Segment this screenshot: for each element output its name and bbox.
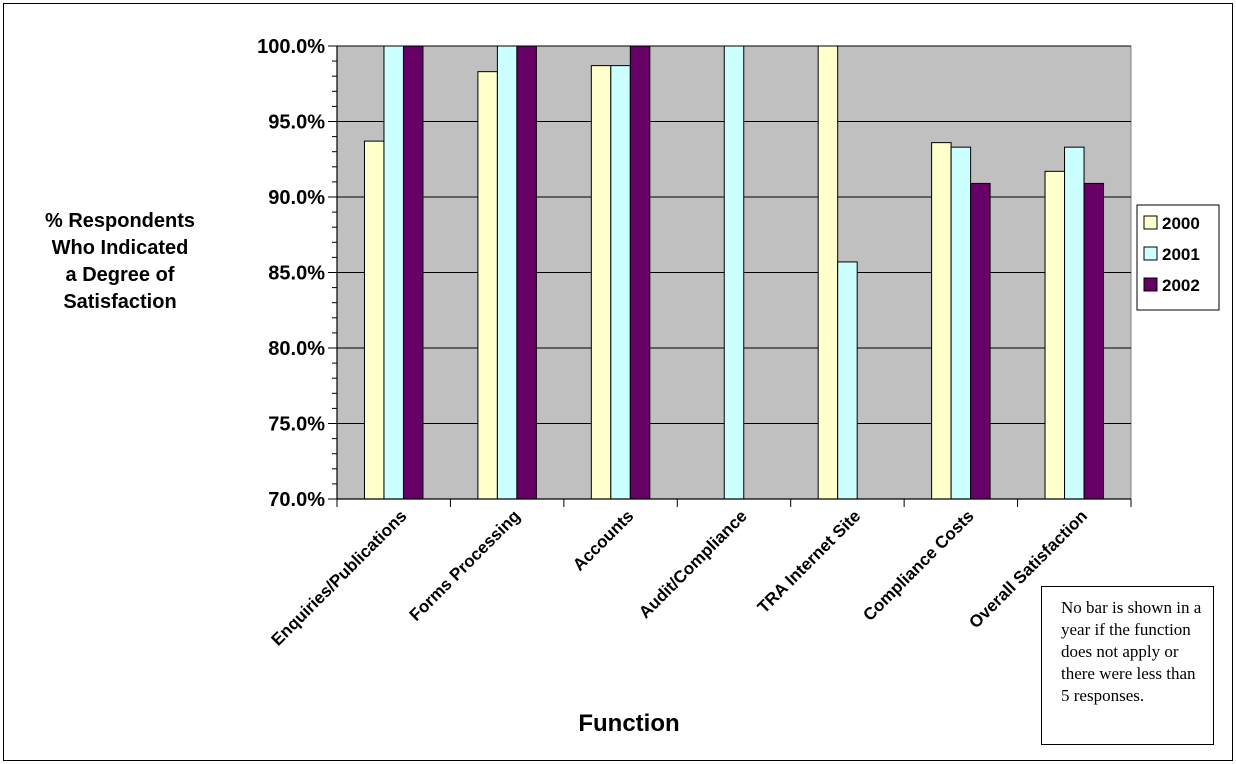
bar-2002 <box>1083 182 1105 500</box>
y-axis-label-line: % Respondents <box>44 210 196 232</box>
y-tick-label: 100.0% <box>257 36 325 58</box>
x-tick-label: Accounts <box>569 506 637 574</box>
x-tick-label: Enquiries/Publications <box>268 506 411 649</box>
legend-swatch-2001 <box>1143 246 1158 261</box>
bar-2000 <box>1044 170 1066 500</box>
x-tick-label: Audit/Compliance <box>635 506 751 622</box>
bar-2002 <box>516 45 537 500</box>
bar-2002 <box>402 45 424 500</box>
bar-2000 <box>590 65 612 500</box>
legend-swatch-2000 <box>1143 215 1158 230</box>
legend-label-2001: 2001 <box>1162 245 1200 264</box>
y-axis-label: % Respondents Who Indicated a Degree of … <box>20 208 220 316</box>
y-axis-label-line: a Degree of <box>65 264 175 286</box>
bar-2001 <box>1064 146 1085 500</box>
bar-2000 <box>817 45 839 500</box>
x-tick-label: TRA Internet Site <box>754 506 865 617</box>
x-axis-label: Function <box>578 710 679 737</box>
annotation-note: No bar is shown in a year if the functio… <box>1041 586 1214 745</box>
y-tick-label: 95.0% <box>268 112 325 134</box>
bar-2001 <box>950 146 972 500</box>
legend-label-2002: 2002 <box>1162 276 1200 295</box>
bar-2001 <box>610 65 631 500</box>
x-tick-label: Forms Processing <box>406 506 524 624</box>
y-axis-label-line: Who Indicated <box>51 237 189 259</box>
bar-2001 <box>496 45 518 500</box>
bar-2000 <box>363 140 385 500</box>
y-tick-label: 80.0% <box>268 338 325 360</box>
bar-2001 <box>723 45 745 500</box>
legend-swatch-2002 <box>1143 277 1158 292</box>
y-tick-label: 70.0% <box>268 489 325 511</box>
bar-2000 <box>931 142 952 500</box>
bar-2002 <box>629 45 651 500</box>
y-tick-label: 85.0% <box>268 263 325 285</box>
bar-2001 <box>837 261 858 500</box>
legend-label-2000: 2000 <box>1162 214 1200 233</box>
bar-2002 <box>970 182 991 500</box>
bar-2000 <box>477 71 498 500</box>
bar-2001 <box>383 45 404 500</box>
y-tick-label: 90.0% <box>268 187 325 209</box>
x-tick-label: Compliance Costs <box>859 506 977 624</box>
y-axis-label-line: Satisfaction <box>63 291 177 313</box>
y-tick-label: 75.0% <box>268 414 325 436</box>
